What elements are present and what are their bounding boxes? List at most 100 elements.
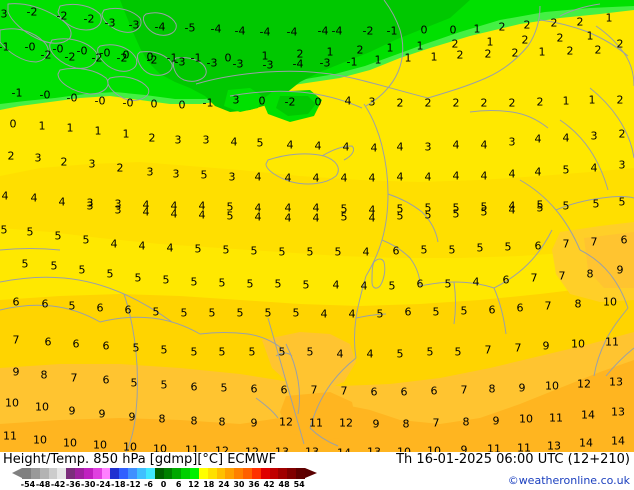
map-value-label: 4 (366, 347, 374, 361)
map-value-label: 4 (452, 169, 460, 183)
copyright-credit: ©weatheronline.co.uk (507, 474, 630, 487)
map-value-label: 9 (542, 339, 550, 353)
map-value-label: 5 (236, 306, 244, 320)
color-scale-tick: -36 (65, 480, 81, 489)
map-value-label: 4 (142, 198, 150, 212)
map-value-label: 5 (264, 306, 272, 320)
map-value-label: 4 (254, 170, 262, 184)
map-value-label: 5 (222, 243, 230, 257)
map-value-label: 0 (314, 95, 322, 109)
map-value-label: 5 (460, 304, 468, 318)
map-value-label: 4 (472, 275, 480, 289)
color-scale-swatch (48, 468, 58, 479)
map-value-label: 5 (420, 243, 428, 257)
map-value-label: -4 (154, 20, 166, 34)
map-value-label: 4 (344, 94, 352, 108)
map-value-label: 6 (404, 305, 412, 319)
map-value-label: 5 (50, 259, 58, 273)
color-scale-tick: -30 (81, 480, 96, 489)
map-value-label: -3 (206, 56, 218, 70)
map-value-label: -3 (262, 58, 274, 72)
color-scale-swatch (278, 468, 288, 479)
map-value-label: 4 (424, 170, 432, 184)
map-value-label: -4 (292, 57, 304, 71)
map-value-label: 5 (376, 307, 384, 321)
color-scale-swatch (66, 468, 76, 479)
map-value-label: 6 (124, 303, 132, 317)
map-value-label: 10 (545, 379, 559, 393)
map-value-label: 5 (444, 277, 452, 291)
map-value-label: 7 (70, 371, 78, 385)
map-value-label: 4 (508, 199, 516, 213)
map-value-label: 3 (86, 196, 94, 210)
map-value-label: 10 (5, 396, 19, 410)
map-value-label: 2 (566, 44, 574, 58)
map-value-label: 4 (138, 239, 146, 253)
forecast-map[interactable]: 3-2-2-2-3-3-4-5-4-4-4-4-4-4-2-100122221-… (0, 0, 634, 452)
color-scale-swatch (251, 468, 261, 479)
map-value-label: 3 (88, 157, 96, 171)
map-value-label: 4 (368, 203, 376, 217)
map-value-label: 4 (368, 171, 376, 185)
map-value-label: -1 (386, 24, 398, 38)
map-value-label: 11 (309, 416, 323, 430)
map-value-label: -1 (190, 51, 202, 65)
map-value-label: 2 (498, 20, 506, 34)
color-scale-tick: -54 (20, 480, 36, 489)
map-value-label: 11 (605, 335, 619, 349)
color-scale-right-arrow (305, 468, 318, 478)
map-value-label: 3 (590, 129, 598, 143)
map-value-label: 4 (312, 201, 320, 215)
map-value-label: 11 (549, 411, 563, 425)
map-value-label: 7 (432, 416, 440, 430)
map-value-label: 4 (336, 347, 344, 361)
map-value-label: 6 (12, 295, 20, 309)
map-value-label: 1 (386, 41, 394, 55)
map-value-label: 2 (7, 149, 15, 163)
map-value-label: 1 (38, 119, 46, 133)
map-value-label: 4 (230, 135, 238, 149)
map-value-label: 10 (35, 400, 49, 414)
map-value-label: 13 (305, 445, 319, 453)
map-value-label: 4 (314, 139, 322, 153)
color-scale-swatch (136, 468, 146, 479)
map-value-label: 8 (40, 368, 48, 382)
color-scale-swatch (154, 468, 164, 479)
map-value-label: 2 (556, 31, 564, 45)
contour-green-finger-c (276, 96, 316, 116)
map-value-label: 5 (592, 197, 600, 211)
color-scale-swatch (22, 468, 31, 479)
map-value-label: 4 (1, 189, 9, 203)
map-value-label: 5 (160, 378, 168, 392)
map-value-label: 6 (502, 273, 510, 287)
map-value-label: 4 (198, 208, 206, 222)
color-scale-swatch (128, 468, 137, 479)
map-value-label: 5 (618, 195, 626, 209)
map-value-label: 2 (618, 127, 626, 141)
color-scale-swatch (181, 468, 191, 479)
map-value-label: 3 (114, 203, 122, 217)
map-value-label: -4 (234, 24, 246, 38)
map-value-label: -0 (39, 88, 51, 102)
map-value-label: 0 (258, 94, 266, 108)
color-scale-tick-labels: -54 -48 -42 -36 -30 -24 -18 -12 -6 0 6 12 18 24 30 36 42… (20, 479, 322, 490)
map-value-label: 5 (340, 210, 348, 224)
map-value-label: 4 (254, 210, 262, 224)
map-value-label: -2 (64, 50, 76, 64)
map-value-label: 4 (480, 169, 488, 183)
color-scale-swatch (163, 468, 173, 479)
map-value-label: 11 (517, 441, 531, 453)
map-value-label: -1 (0, 40, 10, 54)
map-value-label: 5 (536, 201, 544, 215)
color-scale-swatch (101, 468, 111, 479)
map-value-label: 5 (220, 381, 228, 395)
map-value-label: 6 (102, 339, 110, 353)
map-value-label: 4 (312, 211, 320, 225)
color-scale-swatch (110, 468, 120, 479)
map-value-label: 1 (586, 29, 594, 43)
color-scale-swatch (75, 468, 84, 479)
color-scale-tick: -12 (126, 480, 141, 489)
map-value-label: 2 (521, 33, 529, 47)
map-value-label: 4 (368, 211, 376, 225)
